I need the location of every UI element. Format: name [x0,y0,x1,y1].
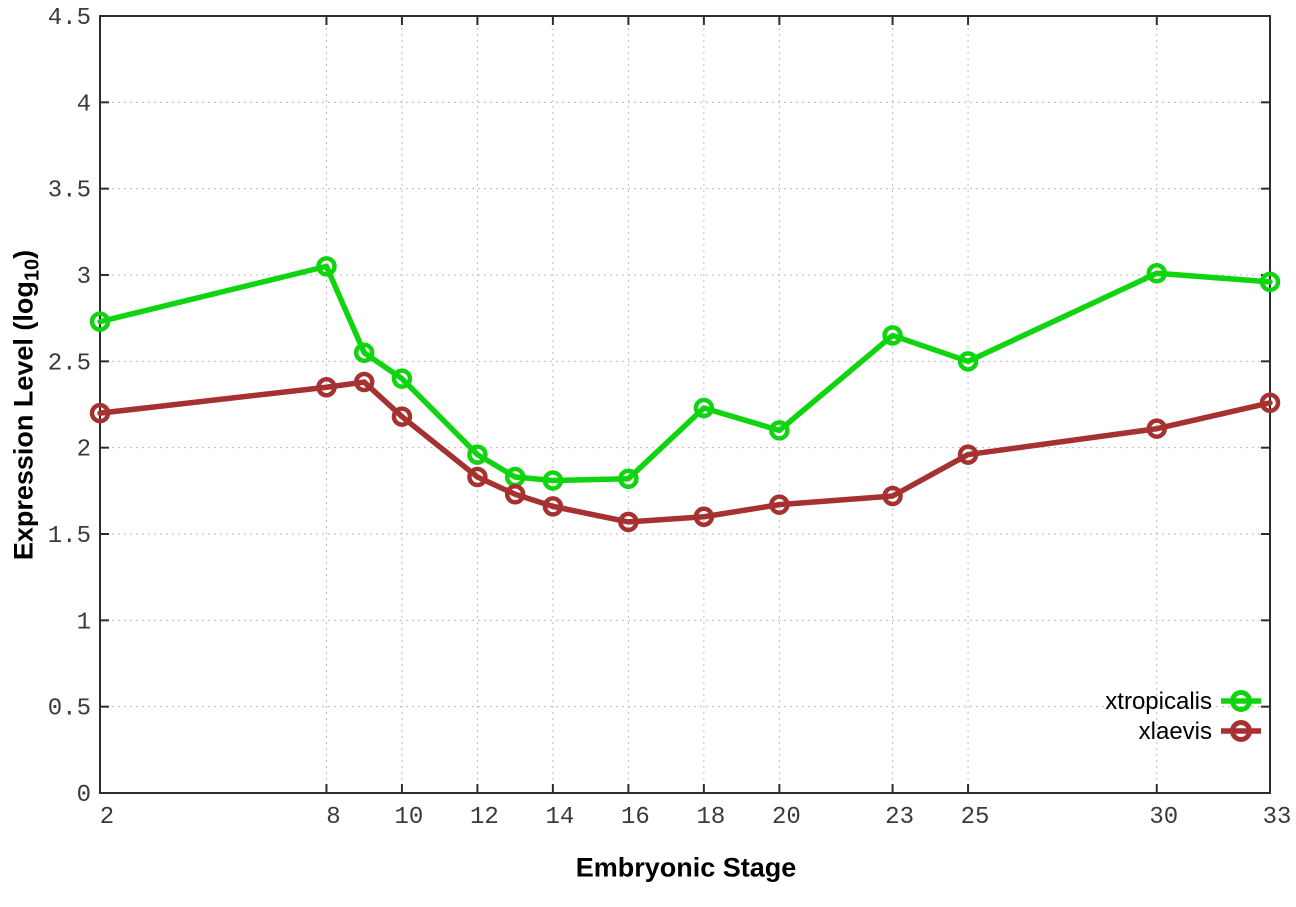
grid-lines [100,16,1270,793]
series-xtropicalis [89,256,1281,491]
y-tick-label: 3.5 [48,178,91,205]
data-point-xtropicalis [693,397,715,419]
y-tick-label: 2.5 [48,350,91,377]
x-tick-label: 20 [772,804,801,831]
data-point-xtropicalis [467,444,488,465]
legend-marker-xlaevis [1230,720,1252,742]
series-xlaevis [89,371,1281,533]
data-point-xlaevis [882,485,903,507]
data-point-xlaevis [391,406,413,427]
data-point-xlaevis [1146,418,1168,439]
data-point-xlaevis [693,506,715,527]
y-tick-label: 1.5 [48,523,91,550]
data-point-xlaevis [504,484,526,505]
data-point-xtropicalis [1146,263,1168,284]
x-tick-label: 14 [545,804,574,831]
tick-labels: 2 8 10 12 14 16 18 20 23 25 30 33 0 0.5 1 1.5 2 2.5 3 3.5 4 4… [48,5,1292,831]
x-tick-label: 16 [621,804,650,831]
data-point-xlaevis [353,371,375,393]
x-tick-label: 2 [100,804,114,831]
x-tick-label: 10 [395,804,424,831]
x-tick-label: 25 [961,804,990,831]
data-point-xlaevis [618,511,639,533]
x-tick-label: 12 [470,804,499,831]
y-tick-label: 0.5 [48,696,91,723]
data-point-xtropicalis [1259,271,1281,293]
data-point-xlaevis [542,496,564,517]
y-tick-label: 1 [77,609,91,636]
series-line-xtropicalis [97,263,1273,484]
data-point-xlaevis [467,466,488,488]
x-tick-label: 30 [1149,804,1178,831]
data-point-xtropicalis [957,351,979,372]
data-point-xtropicalis [542,470,564,491]
data-point-xtropicalis [316,256,337,277]
legend: xtropicalis xlaevis [1105,688,1261,745]
y-axis-title-text: Expression Level (log [8,281,39,561]
tick-marks [99,15,1271,794]
legend-label-xlaevis: xlaevis [1139,718,1212,745]
y-axis-title-suffix: ) [8,249,39,259]
y-tick-label: 4 [77,91,91,118]
x-tick-label: 33 [1263,804,1292,831]
y-tick-label: 3 [77,264,91,291]
legend-label-xtropicalis: xtropicalis [1105,688,1212,715]
x-axis-title: Embryonic Stage [575,852,797,883]
data-point-xtropicalis [89,311,111,332]
y-tick-label: 0 [77,782,91,809]
data-point-xtropicalis [391,368,413,389]
data-point-xtropicalis [618,468,639,489]
y-axis-title-subscript: 10 [21,258,44,282]
legend-marker-xtropicalis [1230,690,1252,712]
y-tick-label: 4.5 [48,5,91,32]
data-point-xtropicalis [769,420,790,441]
x-tick-label: 23 [885,804,914,831]
plot-border [99,15,1271,794]
x-tick-label: 18 [696,804,725,831]
x-tick-label: 8 [326,804,340,831]
data-point-xtropicalis [353,342,375,363]
y-axis-title: Expression Level (log10) [8,249,44,561]
y-tick-label: 2 [77,437,91,464]
data-point-xlaevis [1259,392,1281,414]
data-point-xlaevis [957,444,979,465]
data-point-xlaevis [89,402,111,424]
data-point-xtropicalis [882,325,903,346]
series-line-xlaevis [97,379,1273,525]
data-point-xlaevis [769,494,790,515]
data-point-xlaevis [316,376,337,398]
